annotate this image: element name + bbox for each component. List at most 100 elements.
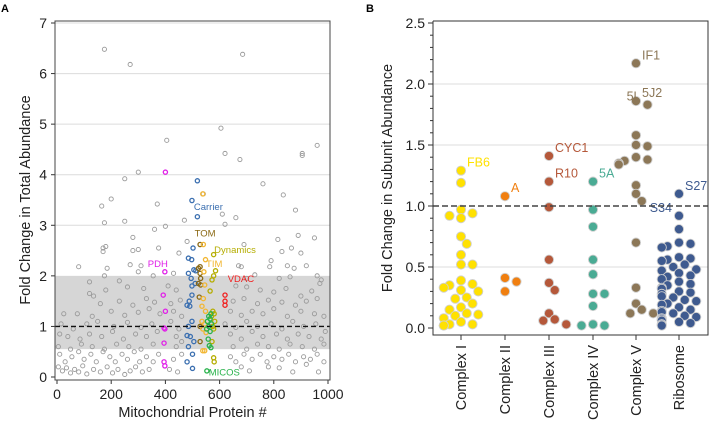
data-point bbox=[260, 333, 266, 340]
data-point bbox=[88, 351, 94, 357]
data-point bbox=[68, 346, 74, 352]
y-tick-label: 0.5 bbox=[406, 259, 426, 275]
data-point-complex-i bbox=[455, 302, 467, 313]
data-point-ribosome bbox=[685, 279, 696, 290]
data-point bbox=[238, 312, 244, 318]
data-point bbox=[173, 344, 179, 350]
data-point bbox=[168, 301, 174, 307]
data-point bbox=[150, 341, 156, 347]
data-point bbox=[146, 366, 152, 372]
data-point bbox=[114, 341, 120, 347]
data-point bbox=[246, 368, 252, 374]
data-point-complex-iii bbox=[538, 315, 549, 326]
data-point bbox=[137, 359, 143, 365]
data-point-ribosome bbox=[691, 296, 702, 307]
data-point bbox=[139, 369, 145, 375]
data-point-complex-iii bbox=[543, 308, 555, 319]
data-point bbox=[108, 308, 114, 314]
data-point-complex-iv bbox=[576, 320, 587, 331]
data-point-complex-iv bbox=[587, 300, 599, 312]
data-point bbox=[95, 318, 101, 324]
data-point-complex-v bbox=[630, 237, 642, 248]
data-point bbox=[314, 142, 320, 148]
data-point-carrier bbox=[188, 256, 195, 263]
x-tick-label: 1000 bbox=[312, 386, 343, 402]
y-tick-label: 2.0 bbox=[406, 76, 426, 92]
data-point bbox=[283, 285, 289, 292]
data-point bbox=[69, 354, 75, 360]
data-point-complex-i bbox=[450, 310, 461, 321]
data-point-carrier bbox=[185, 343, 192, 350]
data-point bbox=[257, 287, 263, 293]
data-point bbox=[143, 333, 149, 340]
data-point bbox=[143, 296, 149, 302]
data-point bbox=[57, 331, 63, 337]
group-label-carrier: Carrier bbox=[194, 202, 223, 213]
data-point bbox=[279, 299, 285, 305]
data-point bbox=[100, 249, 106, 255]
data-point-complex-ii bbox=[499, 191, 511, 202]
data-point bbox=[107, 354, 113, 360]
data-point bbox=[290, 318, 296, 324]
y-tick-label: 2 bbox=[39, 268, 47, 284]
y-tick-label: 5 bbox=[39, 116, 47, 132]
point-label: 5L bbox=[627, 90, 641, 104]
data-point-ribosome bbox=[673, 210, 685, 221]
point-label: R10 bbox=[555, 167, 578, 181]
data-point bbox=[286, 351, 292, 357]
data-point bbox=[103, 243, 109, 250]
data-point bbox=[184, 238, 190, 245]
data-point bbox=[173, 333, 179, 340]
data-point-ribosome bbox=[656, 255, 667, 266]
data-point bbox=[157, 311, 163, 317]
data-point bbox=[91, 293, 97, 299]
data-point-carrier bbox=[189, 197, 195, 204]
data-point bbox=[249, 328, 255, 335]
y-tick-label: 1.5 bbox=[406, 137, 426, 153]
data-point-vdac bbox=[222, 292, 228, 298]
data-point-tom bbox=[197, 275, 204, 282]
data-point bbox=[76, 369, 82, 375]
data-point bbox=[65, 333, 71, 340]
data-point-complex-i bbox=[473, 286, 484, 297]
data-point bbox=[141, 285, 147, 292]
data-point bbox=[133, 364, 139, 370]
data-point bbox=[101, 273, 107, 279]
data-point bbox=[150, 359, 156, 365]
data-point bbox=[162, 223, 168, 229]
data-point-carrier bbox=[189, 292, 195, 298]
data-point-complex-i bbox=[455, 275, 467, 286]
data-point bbox=[260, 311, 266, 317]
data-point bbox=[166, 366, 173, 372]
data-point-tim bbox=[202, 308, 209, 315]
data-point bbox=[321, 359, 327, 365]
data-point-complex-v bbox=[630, 180, 642, 191]
group-label-tom: TOM bbox=[195, 228, 216, 239]
y-tick-label: 2.5 bbox=[406, 15, 426, 31]
data-point-complex-v bbox=[648, 308, 659, 319]
data-point bbox=[271, 354, 277, 360]
data-point-complex-i bbox=[455, 177, 467, 188]
data-point bbox=[77, 336, 83, 342]
data-point-tim bbox=[201, 282, 208, 288]
data-point-pdh bbox=[161, 340, 167, 346]
y-axis-title: Fold Change in Subunit Abundance bbox=[380, 64, 396, 292]
data-point-ribosome bbox=[691, 311, 702, 323]
data-point bbox=[127, 368, 133, 374]
data-point-complex-v bbox=[636, 196, 647, 207]
data-point bbox=[57, 351, 63, 357]
data-point-complex-i bbox=[467, 319, 478, 330]
data-point bbox=[135, 169, 141, 175]
data-point bbox=[152, 226, 158, 232]
data-point-tom bbox=[197, 338, 203, 345]
data-point-complex-i bbox=[455, 259, 467, 270]
y-tick-label: 7 bbox=[39, 15, 47, 31]
data-point bbox=[238, 264, 244, 270]
data-point-complex-i bbox=[455, 316, 467, 327]
data-point bbox=[244, 318, 250, 324]
data-point-tim bbox=[201, 269, 207, 275]
data-point-complex-v bbox=[630, 139, 642, 151]
y-tick-label: 1.0 bbox=[406, 198, 426, 214]
data-point bbox=[303, 263, 309, 269]
